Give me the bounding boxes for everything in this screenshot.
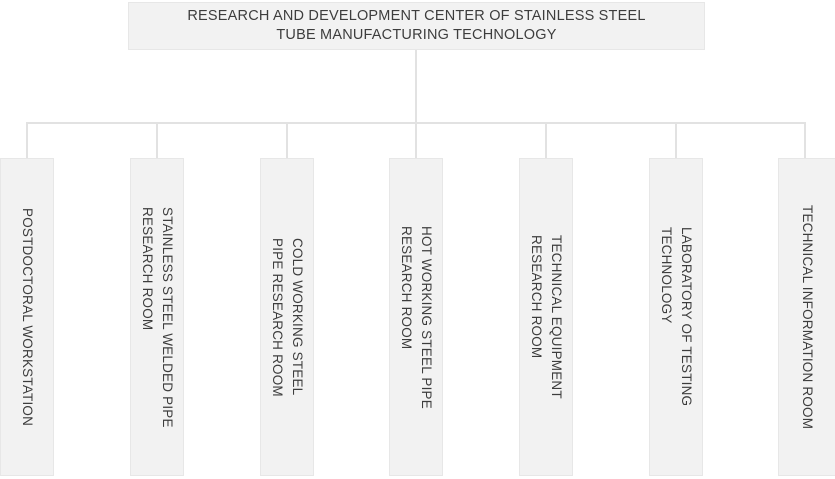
connector-drop-4 [415,124,417,158]
dept-label: HOT WORKING STEEL PIPE RESEARCH ROOM [399,225,434,409]
root-node-label: RESEARCH AND DEVELOPMENT CENTER OF STAIN… [187,8,646,43]
connector-drop-5 [545,124,547,158]
dept-label: STAINLESS STEEL WELDED PIPE RESEARCH ROO… [140,206,175,428]
connector-drop-1 [26,124,28,158]
root-node-rd-center: RESEARCH AND DEVELOPMENT CENTER OF STAIN… [128,2,705,50]
dept-label: LABORATORY OF TESTING TECHNOLOGY [659,227,694,407]
connector-drop-6 [675,124,677,158]
connector-trunk [415,50,417,122]
connector-drop-3 [286,124,288,158]
dept-node-stainless-steel-welded-pipe: STAINLESS STEEL WELDED PIPE RESEARCH ROO… [130,158,184,476]
dept-node-hot-working-steel-pipe: HOT WORKING STEEL PIPE RESEARCH ROOM [389,158,443,476]
dept-label: POSTDOCTORAL WORKSTATION [20,207,35,427]
dept-node-postdoctoral-workstation: POSTDOCTORAL WORKSTATION [0,158,54,476]
dept-node-cold-working-steel-pipe: COLD WORKING STEEL PIPE RESEARCH ROOM [260,158,314,476]
dept-label: COLD WORKING STEEL PIPE RESEARCH ROOM [270,237,305,397]
dept-node-laboratory-of-testing: LABORATORY OF TESTING TECHNOLOGY [649,158,703,476]
connector-crossbar [26,122,806,124]
dept-node-technical-equipment: TECHNICAL EQUIPMENT RESEARCH ROOM [519,158,573,476]
connector-drop-7 [804,124,806,158]
connector-drop-2 [156,124,158,158]
dept-node-technical-information: TECHNICAL INFORMATION ROOM [778,158,835,476]
dept-label: TECHNICAL INFORMATION ROOM [800,204,815,430]
dept-label: TECHNICAL EQUIPMENT RESEARCH ROOM [529,235,564,399]
